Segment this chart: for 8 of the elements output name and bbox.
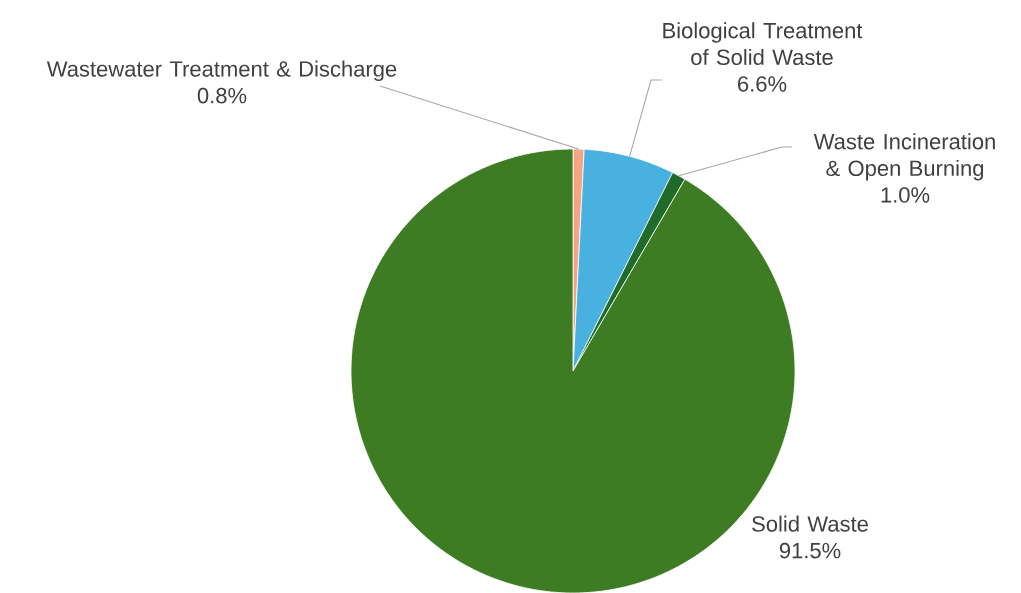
slice-label: Waste Incineration & Open Burning <box>813 133 995 181</box>
data-label: 1.0% <box>881 187 930 203</box>
data-label: 0.8% <box>197 87 247 104</box>
slice-label: Wastewater Treatment & Discharge <box>46 60 397 82</box>
data-label: 91.5% <box>779 542 841 559</box>
slice-label: Biological Treatment of Solid Waste <box>663 22 863 66</box>
data-label: 6.6% <box>738 76 787 92</box>
slice-label: Solid Waste <box>752 515 868 532</box>
